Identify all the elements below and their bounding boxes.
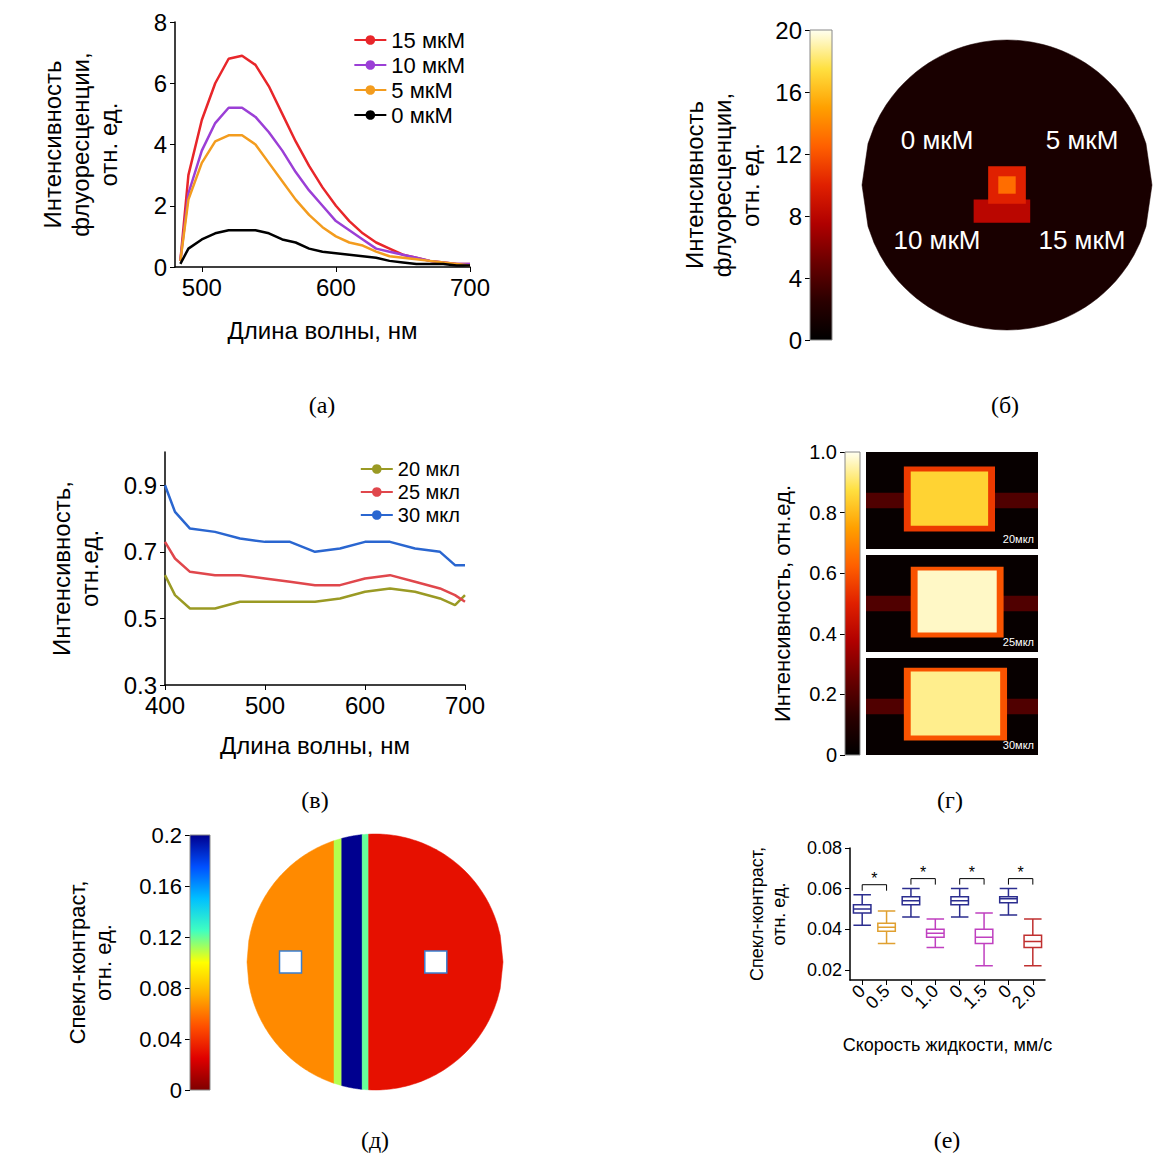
svg-text:0.08: 0.08: [807, 838, 842, 858]
svg-text:(б): (б): [991, 392, 1019, 418]
svg-text:25 мкл: 25 мкл: [398, 481, 460, 503]
svg-text:*: *: [969, 864, 975, 881]
svg-text:15 мкМ: 15 мкМ: [1038, 225, 1125, 255]
svg-text:0.12: 0.12: [139, 925, 182, 950]
svg-text:Спекл-контраст,: Спекл-контраст,: [747, 847, 767, 981]
svg-text:10 мкМ: 10 мкМ: [893, 225, 980, 255]
svg-text:флуоресценции,: флуоресценции,: [67, 52, 94, 236]
svg-text:Скорость жидкости, мм/с: Скорость жидкости, мм/с: [843, 1035, 1052, 1055]
svg-text:Длина волны, нм: Длина волны, нм: [220, 732, 410, 759]
svg-text:5 мкМ: 5 мкМ: [1046, 125, 1119, 155]
svg-text:0: 0: [896, 980, 918, 1003]
svg-text:600: 600: [316, 274, 356, 301]
svg-text:0: 0: [848, 980, 870, 1003]
svg-text:0.4: 0.4: [809, 623, 837, 645]
svg-text:0: 0: [994, 980, 1016, 1003]
svg-text:Интенсивность: Интенсивность: [39, 60, 66, 228]
svg-text:4: 4: [154, 131, 167, 158]
svg-text:12: 12: [775, 141, 802, 168]
svg-text:1.5: 1.5: [959, 981, 991, 1013]
svg-text:0: 0: [154, 254, 167, 281]
svg-text:20мкл: 20мкл: [1003, 533, 1034, 545]
svg-text:0 мкМ: 0 мкМ: [901, 125, 974, 155]
svg-text:0 мкМ: 0 мкМ: [391, 103, 452, 128]
svg-text:0.3: 0.3: [123, 671, 157, 699]
svg-text:20 мкл: 20 мкл: [398, 458, 460, 480]
svg-text:16: 16: [775, 79, 802, 106]
svg-text:*: *: [871, 870, 877, 887]
svg-text:Спекл-контраст,: Спекл-контраст,: [65, 881, 90, 1045]
svg-text:700: 700: [445, 692, 485, 719]
svg-text:1.0: 1.0: [911, 981, 943, 1013]
svg-text:(в): (в): [301, 787, 328, 813]
svg-text:0.16: 0.16: [139, 874, 182, 899]
svg-text:0.8: 0.8: [809, 502, 837, 524]
svg-text:0.2: 0.2: [809, 683, 837, 705]
svg-text:2.0: 2.0: [1008, 981, 1040, 1013]
svg-text:20: 20: [775, 17, 802, 44]
svg-text:отн.ед.: отн.ед.: [76, 530, 103, 607]
svg-text:0.04: 0.04: [807, 919, 842, 939]
svg-text:25мкл: 25мкл: [1003, 636, 1034, 648]
svg-text:Интенсивность: Интенсивность: [681, 101, 708, 269]
svg-text:0: 0: [170, 1078, 182, 1103]
svg-text:Интенсивность,: Интенсивность,: [48, 481, 75, 656]
svg-text:0.06: 0.06: [807, 879, 842, 899]
svg-text:400: 400: [145, 692, 185, 719]
svg-text:10 мкМ: 10 мкМ: [391, 53, 465, 78]
svg-text:отн. ед.: отн. ед.: [769, 883, 789, 946]
svg-text:600: 600: [345, 692, 385, 719]
svg-text:700: 700: [450, 274, 490, 301]
svg-text:8: 8: [154, 9, 167, 36]
svg-text:0.02: 0.02: [807, 960, 842, 980]
svg-text:30 мкл: 30 мкл: [398, 504, 460, 526]
svg-text:*: *: [920, 864, 926, 881]
svg-text:(г): (г): [937, 787, 963, 813]
svg-text:0.7: 0.7: [124, 538, 157, 565]
svg-text:0.5: 0.5: [862, 981, 894, 1013]
svg-text:0.6: 0.6: [809, 562, 837, 584]
svg-text:0.2: 0.2: [151, 823, 182, 848]
svg-text:0.9: 0.9: [124, 472, 157, 499]
svg-text:8: 8: [789, 203, 802, 230]
svg-text:*: *: [1018, 864, 1024, 881]
svg-text:2: 2: [154, 192, 167, 219]
svg-text:отн. ед.: отн. ед.: [91, 924, 116, 1001]
svg-text:30мкл: 30мкл: [1003, 739, 1034, 751]
svg-text:Длина волны, нм: Длина волны, нм: [228, 317, 418, 344]
svg-text:Интенсивность, отн.ед.: Интенсивность, отн.ед.: [770, 485, 795, 722]
svg-text:0: 0: [945, 980, 967, 1003]
svg-text:4: 4: [789, 265, 802, 292]
svg-text:0: 0: [826, 744, 837, 766]
svg-text:(д): (д): [361, 1127, 389, 1153]
svg-text:(е): (е): [934, 1127, 961, 1153]
svg-text:5 мкМ: 5 мкМ: [391, 78, 452, 103]
svg-text:0.04: 0.04: [139, 1027, 182, 1052]
svg-text:15 мкМ: 15 мкМ: [391, 28, 465, 53]
svg-text:500: 500: [245, 692, 285, 719]
svg-text:флуоресценции,: флуоресценции,: [709, 93, 736, 277]
svg-text:500: 500: [182, 274, 222, 301]
svg-text:0.5: 0.5: [124, 605, 157, 632]
svg-text:отн. ед.: отн. ед.: [95, 103, 122, 187]
svg-text:0: 0: [789, 327, 802, 354]
svg-text:отн. ед.: отн. ед.: [737, 143, 764, 227]
svg-text:6: 6: [154, 70, 167, 97]
svg-text:1.0: 1.0: [809, 441, 837, 463]
svg-text:0.08: 0.08: [139, 976, 182, 1001]
svg-text:(а): (а): [309, 392, 336, 418]
